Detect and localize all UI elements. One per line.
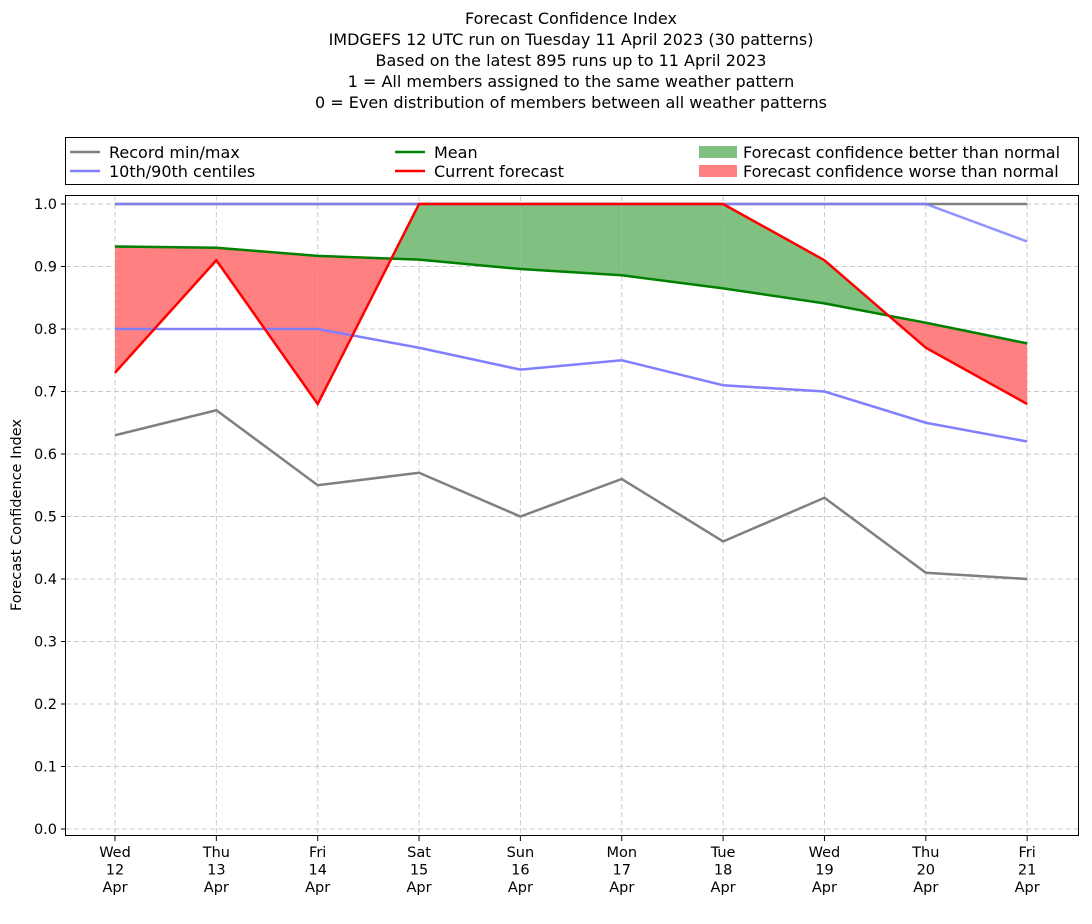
legend-label-worse: Forecast confidence worse than normal: [743, 162, 1059, 181]
10th-centile-line: [115, 327, 1028, 443]
title-line-5: 0 = Even distribution of members between…: [315, 93, 827, 112]
x-tick-label: 18: [714, 863, 732, 879]
x-tick-label: Thu: [202, 845, 230, 861]
x-tick-label: Apr: [407, 880, 432, 896]
y-tick-label: 0.9: [34, 260, 57, 276]
x-tick-label: 21: [1018, 863, 1036, 879]
plot-frame: [65, 195, 1079, 836]
title-line-4: 1 = All members assigned to the same wea…: [348, 72, 795, 91]
grid: [66, 196, 1078, 835]
y-tick-label: 0.3: [34, 635, 57, 651]
x-tick-label: Apr: [609, 880, 634, 896]
x-tick-label: Apr: [711, 880, 736, 896]
series-lines: [114, 202, 1028, 581]
fill-better-than-normal: [621, 204, 724, 289]
x-tick-label: Tue: [710, 845, 736, 861]
y-tick-label: 1.0: [34, 197, 57, 213]
x-tick-label: 17: [613, 863, 631, 879]
legend-label-mean: Mean: [434, 143, 478, 162]
chart-title: Forecast Confidence Index IMDGEFS 12 UTC…: [315, 9, 827, 112]
fill-worse-than-normal: [115, 246, 217, 373]
title-line-1: Forecast Confidence Index: [465, 9, 677, 28]
x-tick-label: Fri: [309, 845, 326, 861]
legend-label-better: Forecast confidence better than normal: [743, 143, 1060, 162]
legend-swatch-worse: [699, 165, 737, 177]
x-tick-label: Apr: [102, 880, 127, 896]
x-tick-label: 16: [511, 863, 529, 879]
x-tick-label: 15: [410, 863, 428, 879]
x-tick-label: Apr: [1015, 880, 1040, 896]
fill-better-than-normal: [723, 204, 825, 304]
legend-label-current: Current forecast: [434, 162, 564, 181]
y-tick-label: 0.6: [34, 447, 57, 463]
x-tick-label: Apr: [508, 880, 533, 896]
x-tick-label: Mon: [606, 845, 637, 861]
y-tick-label: 0.5: [34, 510, 57, 526]
fill-areas: [115, 204, 1028, 404]
x-axis: Wed12AprThu13AprFri14AprSat15AprSun16Apr…: [99, 836, 1040, 896]
mean-line: [114, 245, 1028, 345]
y-tick-label: 0.2: [34, 697, 57, 713]
legend-label-centiles: 10th/90th centiles: [109, 162, 255, 181]
y-axis: 0.0 0.1 0.2 0.3 0.4 0.5 0.6 0.7 0.8 0.9 1.0: [34, 197, 66, 838]
x-tick-label: Sun: [507, 845, 535, 861]
x-tick-label: 19: [815, 863, 833, 879]
y-tick-label: 0.4: [34, 572, 57, 588]
title-line-3: Based on the latest 895 runs up to 11 Ap…: [376, 51, 767, 70]
x-tick-label: Apr: [812, 880, 837, 896]
x-tick-label: Apr: [305, 880, 330, 896]
x-tick-label: 14: [308, 863, 326, 879]
x-tick-label: 13: [207, 863, 225, 879]
legend-label-record: Record min/max: [109, 143, 240, 162]
x-tick-label: Wed: [99, 845, 131, 861]
fill-worse-than-normal: [925, 322, 1028, 404]
y-tick-label: 0.8: [34, 322, 57, 338]
fill-better-than-normal: [520, 204, 622, 276]
legend-swatch-better: [699, 146, 737, 158]
y-axis-label: Forecast Confidence Index: [9, 419, 25, 611]
x-tick-label: Wed: [809, 845, 841, 861]
x-tick-label: 20: [917, 863, 935, 879]
title-line-2: IMDGEFS 12 UTC run on Tuesday 11 April 2…: [329, 30, 814, 49]
legend: Record min/max 10th/90th centiles Mean C…: [65, 137, 1079, 185]
y-tick-label: 0.7: [34, 385, 57, 401]
fill-worse-than-normal: [216, 247, 318, 404]
x-tick-label: Apr: [913, 880, 938, 896]
x-tick-label: Apr: [204, 880, 229, 896]
x-tick-label: Sat: [407, 845, 431, 861]
y-tick-label: 0.1: [34, 760, 57, 776]
y-tick-label: 0.0: [34, 822, 57, 838]
fill-better-than-normal: [419, 204, 521, 269]
record-min-line: [114, 408, 1028, 581]
current-forecast-line: [114, 202, 1028, 407]
x-tick-label: 12: [106, 863, 124, 879]
x-tick-label: Fri: [1019, 845, 1036, 861]
x-tick-label: Thu: [911, 845, 939, 861]
legend-frame: [65, 137, 1079, 185]
